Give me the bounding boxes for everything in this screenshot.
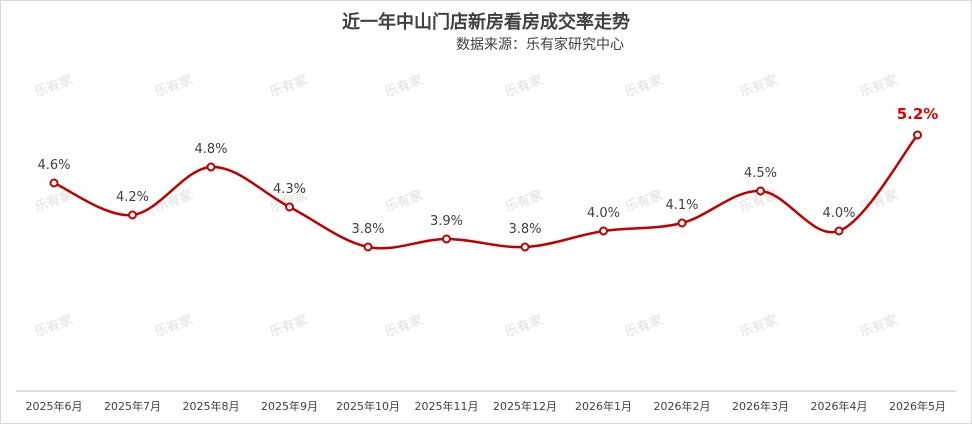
data-point	[913, 130, 922, 140]
watermark-text: 乐有家	[503, 72, 546, 101]
data-label: 4.5%	[744, 166, 777, 181]
data-label: 4.0%	[822, 206, 855, 221]
data-point	[677, 218, 687, 228]
data-point	[49, 178, 59, 188]
series-line	[53, 134, 919, 250]
data-point	[128, 210, 137, 220]
x-tick-label: 2025年9月	[261, 399, 318, 413]
watermark-text: 乐有家	[623, 312, 666, 341]
chart-title: 近一年中山门店新房看房成交率走势	[342, 12, 630, 33]
data-label: 4.2%	[116, 190, 149, 205]
data-label: 4.0%	[587, 206, 620, 221]
x-tick-label: 2025年10月	[336, 399, 400, 413]
data-label: 4.8%	[194, 142, 227, 157]
watermark-text: 乐有家	[268, 312, 311, 341]
data-point	[285, 202, 294, 212]
data-point	[206, 162, 216, 172]
watermark-text: 乐有家	[153, 72, 196, 101]
watermark-text: 乐有家	[858, 72, 901, 101]
x-tick-label: 2025年6月	[26, 399, 83, 413]
x-tick-label: 2025年12月	[493, 399, 557, 413]
x-tick-label: 2026年5月	[889, 399, 946, 413]
watermark-text: 乐有家	[503, 312, 546, 341]
x-tick-label: 2026年2月	[654, 399, 711, 413]
x-tick-label: 2026年1月	[575, 399, 632, 413]
data-label: 3.9%	[430, 214, 463, 229]
watermark-text: 乐有家	[383, 187, 426, 216]
data-label: 4.3%	[273, 182, 306, 197]
data-label-highlight: 5.2%	[897, 105, 939, 123]
x-tick-label: 2025年7月	[104, 399, 161, 413]
data-point	[599, 226, 608, 236]
watermark-text: 乐有家	[33, 72, 76, 101]
watermark-text: 乐有家	[858, 312, 901, 341]
data-point	[442, 234, 451, 244]
watermark-text: 乐有家	[623, 72, 666, 101]
watermark-text: 乐有家	[503, 187, 546, 216]
data-label: 4.6%	[37, 158, 70, 173]
watermark-text: 乐有家	[623, 187, 666, 216]
watermark-layer: 乐有家 乐有家 乐有家 乐有家 乐有家 乐有家 乐有家 乐有家乐有家 乐有家 乐有家 乐有家 乐有家乐…	[33, 72, 901, 341]
data-point	[363, 242, 373, 252]
data-label: 4.1%	[665, 198, 698, 213]
data-point	[756, 186, 765, 196]
watermark-text: 乐有家	[383, 72, 426, 101]
watermark-text: 乐有家	[383, 312, 426, 341]
watermark-text: 乐有家	[738, 72, 781, 101]
data-label: 3.8%	[351, 222, 384, 237]
data-point	[520, 242, 530, 252]
x-tick-label: 2026年3月	[732, 399, 789, 413]
watermark-text: 乐有家	[33, 312, 76, 341]
x-tick-label: 2025年11月	[415, 399, 479, 413]
watermark-text: 乐有家	[738, 312, 781, 341]
watermark-text: 乐有家	[268, 72, 311, 101]
data-label: 3.8%	[508, 222, 541, 237]
x-tick-label: 2026年4月	[811, 399, 868, 413]
watermark-text: 乐有家	[153, 312, 196, 341]
x-tick-label: 2025年8月	[183, 399, 240, 413]
chart-subtitle: 数据来源：乐有家研究中心	[456, 37, 624, 53]
data-point	[834, 226, 844, 236]
